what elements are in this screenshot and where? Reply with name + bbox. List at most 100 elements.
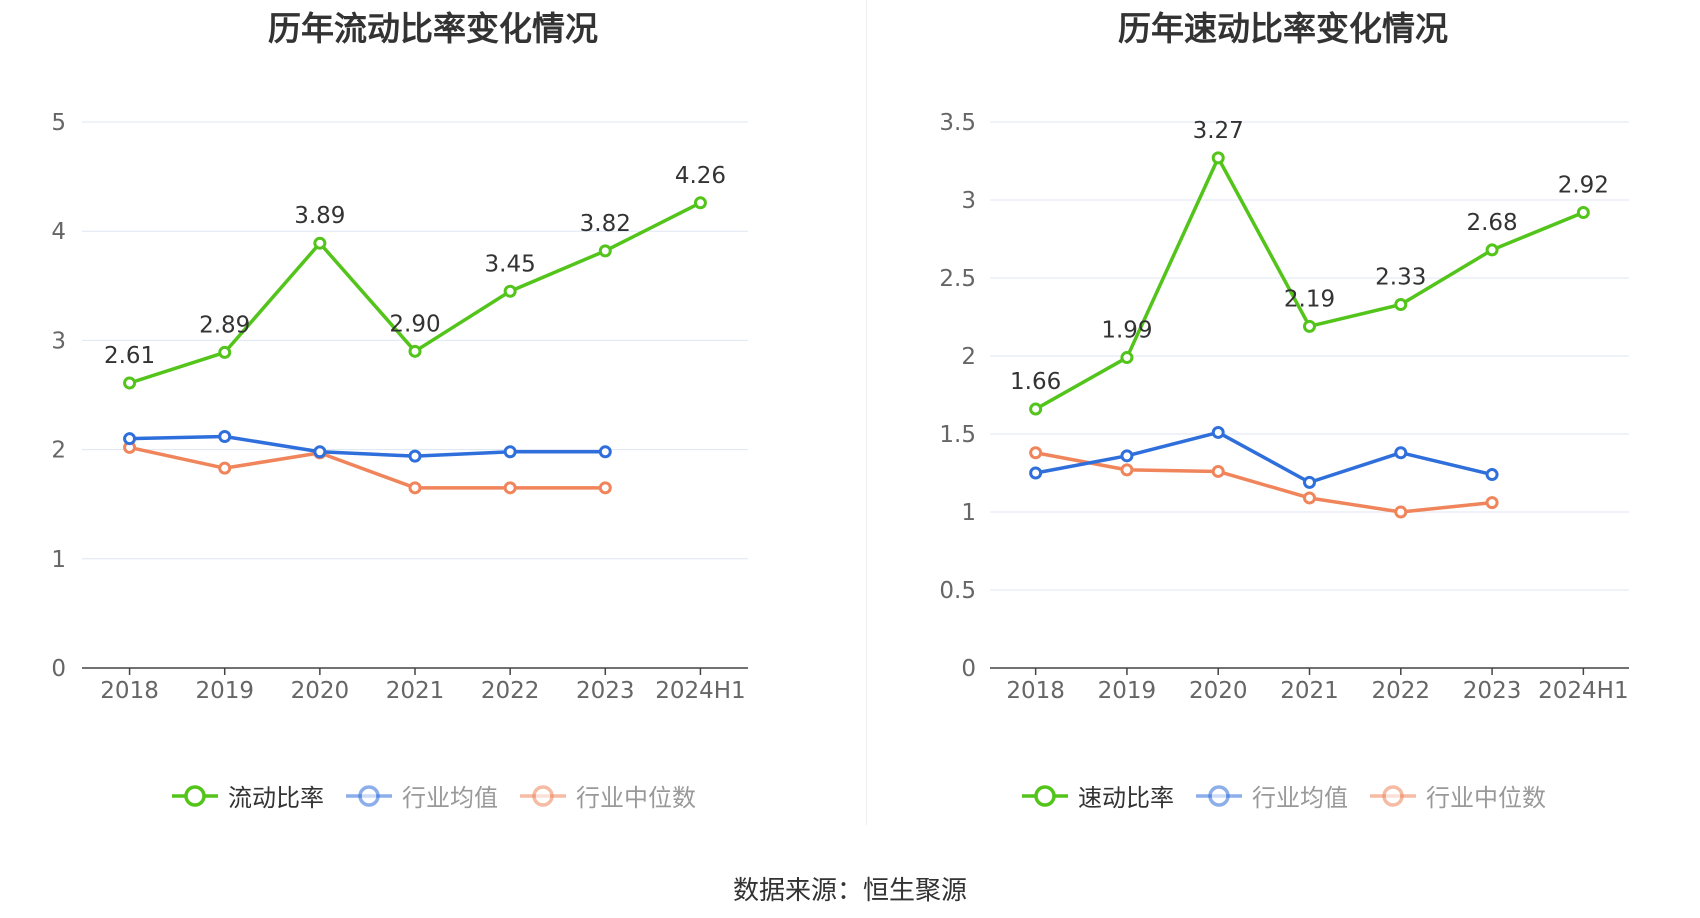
legend-label: 行业中位数 xyxy=(576,784,696,812)
x-tick-label: 2018 xyxy=(1006,678,1065,704)
series-line xyxy=(129,434,606,458)
data-point xyxy=(503,284,517,298)
data-label: 2.33 xyxy=(1375,265,1426,291)
data-point xyxy=(503,445,517,459)
legend-swatch xyxy=(1022,784,1068,807)
chart-title: 历年速动比率变化情况 xyxy=(1118,9,1448,48)
data-point xyxy=(1485,496,1499,510)
quick-ratio-panel: 历年速动比率变化情况 0 0.5 1 1.5 2 2.5 3 3.5 2018 2019 2020 2… xyxy=(866,0,1700,830)
data-point xyxy=(1211,464,1225,478)
data-point xyxy=(598,445,612,459)
x-tick-label: 2018 xyxy=(100,678,159,704)
data-point xyxy=(123,432,137,446)
data-point xyxy=(1303,319,1316,333)
data-point xyxy=(693,196,707,210)
x-tick-label: 2023 xyxy=(1463,678,1522,704)
data-label: 2.89 xyxy=(199,312,250,338)
data-point xyxy=(313,236,327,250)
legend-item[interactable]: 行业中位数 xyxy=(518,778,696,813)
chart-title: 历年流动比率变化情况 xyxy=(268,9,598,48)
legend-label: 速动比率 xyxy=(1078,784,1174,812)
data-point xyxy=(1211,425,1225,439)
legend-label: 流动比率 xyxy=(228,784,324,812)
x-tick-label: 2019 xyxy=(1098,678,1157,704)
data-label: 2.19 xyxy=(1284,286,1335,312)
data-point xyxy=(1029,466,1043,480)
data-point xyxy=(408,344,422,358)
legend-item[interactable]: 行业中位数 xyxy=(1368,778,1546,813)
data-point xyxy=(1394,505,1408,519)
data-label: 3.89 xyxy=(294,203,345,229)
legend-swatch xyxy=(1370,784,1416,807)
legend-item[interactable]: 速动比率 xyxy=(1020,778,1174,813)
legend-item[interactable]: 行业均值 xyxy=(1194,778,1348,813)
data-label: 3.82 xyxy=(580,211,631,237)
y-tick-label: 3 xyxy=(961,188,976,214)
data-point xyxy=(218,345,232,359)
panel-divider xyxy=(866,0,867,825)
series-line xyxy=(1035,430,1493,485)
data-point xyxy=(1120,449,1134,463)
legend-swatch xyxy=(520,784,566,807)
data-point xyxy=(1394,446,1408,460)
data-label: 1.66 xyxy=(1010,369,1061,395)
data-label: 2.68 xyxy=(1466,210,1517,236)
legend: 流动比率 行业均值 行业中位数 xyxy=(0,778,866,813)
x-tick-label: 2019 xyxy=(195,678,254,704)
current-ratio-panel: 历年流动比率变化情况 0 1 2 3 4 5 2018 2019 2020 2021 2022 202… xyxy=(0,0,866,830)
data-point xyxy=(218,461,232,475)
data-label: 2.90 xyxy=(389,311,440,337)
series-line xyxy=(129,445,606,490)
quick-ratio-chart: 0 0.5 1 1.5 2 2.5 3 3.5 2018 2019 2020 2021 2022 2023… xyxy=(939,110,1629,704)
y-tick-label: 2 xyxy=(961,344,976,370)
y-tick-label: 0 xyxy=(961,656,976,682)
data-point xyxy=(123,376,137,390)
data-point xyxy=(598,481,612,495)
legend-label: 行业均值 xyxy=(1252,784,1348,812)
series-line xyxy=(1034,156,1585,411)
x-tick-label: 2024H1 xyxy=(655,678,745,704)
data-source: 数据来源：恒生聚源 xyxy=(732,876,967,906)
data-point xyxy=(1485,243,1499,257)
data-point xyxy=(408,449,422,463)
y-tick-label: 0.5 xyxy=(939,578,976,604)
y-tick-label: 1 xyxy=(51,547,66,573)
legend-label: 行业中位数 xyxy=(1426,784,1546,812)
x-tick-label: 2020 xyxy=(291,678,350,704)
legend-marker xyxy=(1208,784,1230,807)
y-tick-label: 2.5 xyxy=(939,266,976,292)
legend-label: 行业均值 xyxy=(402,784,498,812)
x-tick-label: 2023 xyxy=(576,678,635,704)
legend-swatch xyxy=(346,784,392,807)
data-point xyxy=(1394,298,1408,312)
y-tick-label: 2 xyxy=(51,438,66,464)
data-point xyxy=(1485,468,1499,482)
data-point xyxy=(503,481,517,495)
legend-item[interactable]: 流动比率 xyxy=(170,778,324,813)
data-point xyxy=(1029,402,1043,416)
data-point xyxy=(408,481,422,495)
y-tick-label: 0 xyxy=(51,656,66,682)
data-label: 2.92 xyxy=(1558,172,1609,198)
current-ratio-chart: 0 1 2 3 4 5 2018 2019 2020 2021 2022 2023 2024H1 2.61… xyxy=(51,110,748,704)
data-point xyxy=(1029,446,1043,460)
y-tick-label: 1.5 xyxy=(939,422,976,448)
x-tick-label: 2021 xyxy=(1280,678,1339,704)
legend: 速动比率 行业均值 行业中位数 xyxy=(866,778,1700,813)
legend-marker xyxy=(358,784,380,807)
x-tick-label: 2022 xyxy=(481,678,540,704)
data-label: 1.99 xyxy=(1101,318,1152,344)
x-tick-label: 2021 xyxy=(386,678,445,704)
x-tick-label: 2024H1 xyxy=(1538,678,1628,704)
legend-marker xyxy=(1034,784,1056,807)
data-point xyxy=(313,445,327,459)
data-point xyxy=(598,244,612,258)
legend-item[interactable]: 行业均值 xyxy=(344,778,498,813)
legend-swatch xyxy=(1196,784,1242,807)
y-tick-label: 1 xyxy=(961,500,976,526)
data-point xyxy=(218,429,232,443)
data-label: 2.61 xyxy=(104,343,155,369)
legend-marker xyxy=(532,784,554,807)
data-label: 3.45 xyxy=(485,251,536,277)
data-point xyxy=(1120,351,1134,365)
